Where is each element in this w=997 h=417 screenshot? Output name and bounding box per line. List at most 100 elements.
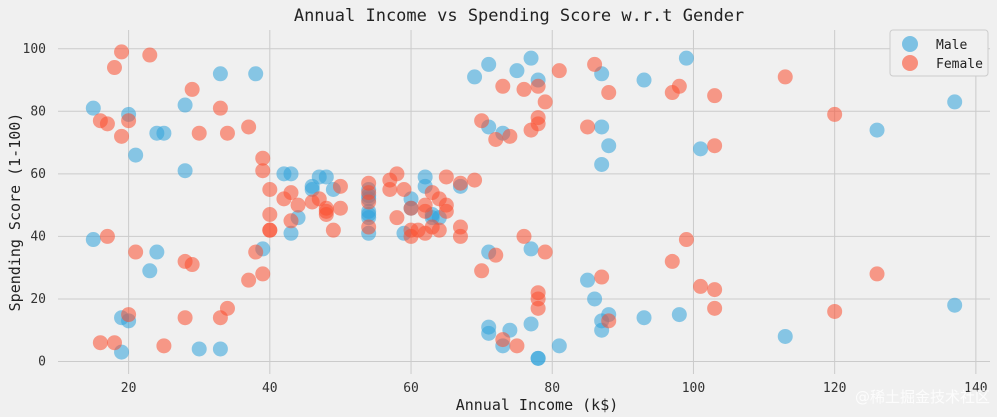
data-point-male (869, 122, 885, 138)
data-point-female (495, 332, 511, 348)
y-tick-label: 20 (30, 292, 46, 307)
data-point-female (255, 266, 271, 282)
data-point-female (184, 257, 200, 273)
y-tick-label: 0 (38, 354, 46, 369)
data-point-female (452, 175, 468, 191)
data-point-male (947, 94, 963, 110)
data-point-female (502, 128, 518, 144)
data-point-female (431, 222, 447, 238)
data-point-female (467, 172, 483, 188)
data-point-male (523, 50, 539, 66)
watermark: @稀土掘金技术社区 (855, 388, 990, 406)
data-point-male (594, 156, 610, 172)
data-point-male (177, 97, 193, 113)
data-point-female (332, 200, 348, 216)
x-tick-labels: 20 40 60 80 100 120 140 (121, 381, 988, 396)
data-point-female (530, 291, 546, 307)
data-point-female (678, 232, 694, 248)
data-point-female (156, 338, 172, 354)
data-point-female (191, 125, 207, 141)
x-tick-label: 140 (964, 381, 987, 396)
grid (58, 30, 990, 374)
data-point-male (693, 141, 709, 157)
data-point-female (219, 300, 235, 316)
data-point-female (396, 181, 412, 197)
data-point-male (283, 166, 299, 182)
data-point-female (212, 100, 228, 116)
data-point-female (121, 307, 137, 323)
x-tick-label: 80 (544, 381, 560, 396)
data-point-male (678, 50, 694, 66)
data-point-female (184, 81, 200, 97)
data-point-female (290, 197, 306, 213)
data-point-male (481, 56, 497, 72)
data-point-female (474, 263, 490, 279)
data-point-male (523, 241, 539, 257)
data-point-male (551, 338, 567, 354)
data-point-female (664, 253, 680, 269)
data-point-female (177, 310, 193, 326)
y-tick-labels: 0 20 40 60 80 100 (23, 42, 46, 370)
data-point-male (128, 147, 144, 163)
data-point-female (128, 244, 144, 260)
series-female (92, 44, 885, 354)
data-point-male (636, 72, 652, 88)
data-point-male (417, 169, 433, 185)
data-point-female (438, 169, 454, 185)
x-axis-title: Annual Income (k$) (456, 396, 619, 414)
data-point-female (248, 244, 264, 260)
data-point-female (516, 81, 532, 97)
data-point-male (212, 66, 228, 82)
data-point-female (707, 282, 723, 298)
data-point-female (361, 194, 377, 210)
legend-label-male: Male (936, 38, 967, 53)
data-point-female (389, 210, 405, 226)
data-point-female (99, 228, 115, 244)
data-point-female (114, 128, 130, 144)
y-axis-title: Spending Score (1-100) (6, 113, 24, 312)
data-point-female (474, 113, 490, 129)
data-point-male (212, 341, 228, 357)
data-point-female (142, 47, 158, 63)
legend-label-female: Female (936, 57, 983, 72)
data-point-female (262, 207, 278, 223)
data-point-male (85, 232, 101, 248)
data-point-female (403, 200, 419, 216)
data-point-female (594, 269, 610, 285)
data-point-male (523, 316, 539, 332)
data-point-male (481, 325, 497, 341)
data-point-female (580, 119, 596, 135)
data-point-female (827, 106, 843, 122)
data-point-male (580, 272, 596, 288)
data-point-female (530, 78, 546, 94)
x-tick-label: 120 (823, 381, 846, 396)
data-point-male (142, 263, 158, 279)
data-point-female (707, 138, 723, 154)
data-point-female (99, 116, 115, 132)
data-point-female (438, 203, 454, 219)
data-point-female (707, 88, 723, 104)
data-point-female (283, 185, 299, 201)
data-point-female (325, 222, 341, 238)
data-point-female (389, 166, 405, 182)
x-tick-label: 60 (403, 381, 419, 396)
data-point-female (114, 44, 130, 60)
data-point-female (869, 266, 885, 282)
data-point-male (509, 63, 525, 79)
data-point-male (283, 225, 299, 241)
data-point-female (241, 272, 257, 288)
data-point-female (551, 63, 567, 79)
data-point-female (417, 203, 433, 219)
data-point-male (947, 297, 963, 313)
data-point-male (601, 138, 617, 154)
data-point-male (149, 244, 165, 260)
x-tick-label: 40 (262, 381, 278, 396)
data-points (85, 44, 963, 366)
y-tick-label: 40 (30, 229, 46, 244)
data-point-female (530, 110, 546, 126)
data-point-female (537, 94, 553, 110)
data-point-female (262, 181, 278, 197)
data-point-female (106, 335, 122, 351)
data-point-female (318, 200, 334, 216)
